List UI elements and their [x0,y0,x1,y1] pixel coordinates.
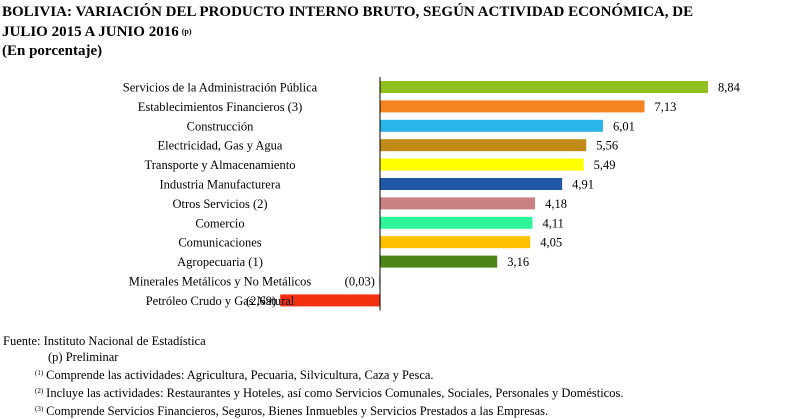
preliminary-mark: (p) [181,27,192,36]
category-label-1: Establecimientos Financieros (3) [138,100,303,114]
footnote-3-text: Comprende Servicios Financieros, Seguros… [46,404,549,418]
category-label-0: Servicios de la Administración Pública [123,81,318,95]
category-label-3: Electricidad, Gas y Agua [158,139,283,153]
footnote-1-mark: (1) [35,369,44,377]
footnote-3: (3) Comprende Servicios Financieros, Segu… [35,401,800,419]
bar-0 [380,81,708,93]
footnote-2-text: Incluye las actividades: Restaurantes y … [46,386,624,400]
chart-footer: Fuente: Instituto Nacional de Estadístic… [0,333,800,419]
footnote-1: (1) Comprende las actividades: Agricultur… [35,365,800,383]
value-label-10: (0,03) [345,275,375,289]
category-label-10: Minerales Metálicos y No Metálicos [129,275,312,289]
category-label-9: Agropecuaria (1) [177,255,263,269]
bar-2 [380,119,603,132]
bar-9 [380,255,498,268]
bar-10 [378,275,380,287]
bar-6 [380,197,536,210]
value-label-6: 4,18 [545,197,567,211]
bar-8 [380,236,531,249]
category-label-11: Petróleo Crudo y Gas Natural [146,294,295,308]
bar-4 [380,158,584,171]
value-label-4: 5,49 [594,158,616,172]
value-label-2: 6,01 [613,119,635,133]
bar-7 [380,216,533,229]
value-label-9: 3,16 [507,255,529,269]
value-label-0: 8,84 [718,81,741,95]
preliminary-note: (p) Preliminar [48,350,119,364]
value-label-1: 7,13 [655,100,677,114]
value-label-3: 5,56 [596,139,618,153]
bar-5 [380,178,563,190]
footnote-3-mark: (3) [35,405,44,413]
source-note: Fuente: Instituto Nacional de Estadístic… [3,334,206,348]
footnote-1-text: Comprende las actividades: Agricultura, … [46,368,434,382]
chart-header: BOLIVIA: VARIACIÓN DEL PRODUCTO INTERNO … [2,3,798,61]
chart-title-period: JULIO 2015 A JUNIO 2016 [2,24,179,40]
category-label-5: Industria Manufacturera [159,178,281,192]
footnote-2: (2) Incluye las actividades: Restaurantes… [35,383,800,401]
bar-11 [280,294,380,307]
category-label-2: Construcción [187,119,254,133]
value-label-11: (2,69) [246,294,276,308]
chart-subtitle: (En porcentaje) [2,43,103,59]
category-label-7: Comercio [195,216,244,230]
bar-chart: Servicios de la Administración Pública 8,… [123,77,741,311]
bar-3 [380,139,587,152]
value-label-7: 4,11 [542,216,563,230]
category-label-8: Comunicaciones [178,236,261,250]
category-label-6: Otros Servicios (2) [172,197,267,211]
chart-title-line-2: JULIO 2015 A JUNIO 2016 (p) [2,22,798,42]
chart-title-line-1: BOLIVIA: VARIACIÓN DEL PRODUCTO INTERNO … [2,4,694,20]
value-label-5: 4,91 [572,178,594,192]
footnote-2-mark: (2) [35,387,44,395]
category-label-4: Transporte y Almacenamiento [145,158,296,172]
bar-1 [380,100,645,113]
value-label-8: 4,05 [540,236,562,250]
